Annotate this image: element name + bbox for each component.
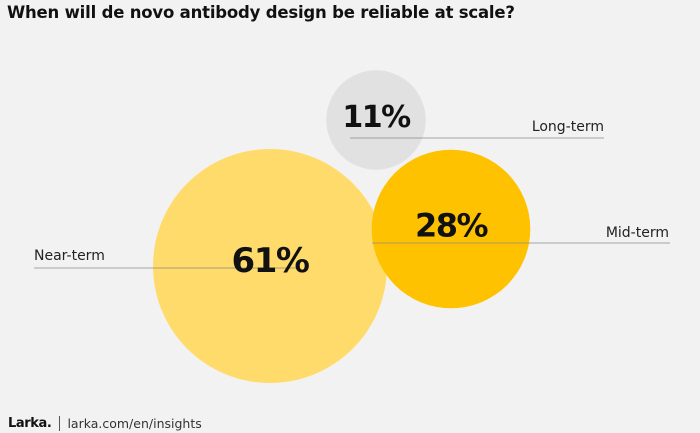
series-label-mid-term: Mid-term xyxy=(606,225,669,241)
value-label-mid-term: 28% xyxy=(415,207,489,245)
footer: Larka. larka.com/en/insights xyxy=(8,414,202,432)
bubble-long-term xyxy=(326,70,426,170)
value-label-near-term: 61% xyxy=(232,241,309,281)
larka-logo: Larka. xyxy=(8,415,52,431)
bubble-mid-term xyxy=(371,149,531,309)
footer-url[interactable]: larka.com/en/insights xyxy=(67,415,202,431)
footer-divider xyxy=(59,415,61,431)
series-label-long-term: Long-term xyxy=(532,119,604,135)
value-label-long-term: 11% xyxy=(342,100,411,135)
chart-title: When will de novo antibody design be rel… xyxy=(7,3,515,22)
bubble-chart: Near-term 61% Mid-term 28% Long-term 11% xyxy=(34,70,670,383)
bubble-near-term xyxy=(153,149,387,383)
series-label-near-term: Near-term xyxy=(34,248,105,264)
